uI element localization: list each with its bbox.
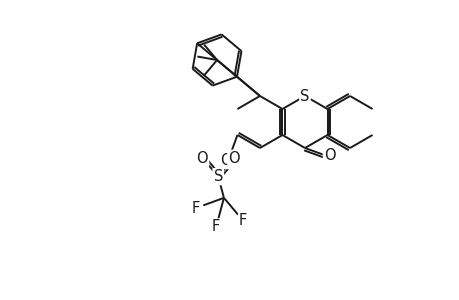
Text: O: O [196, 151, 208, 166]
Text: O: O [323, 148, 335, 163]
Text: O: O [228, 151, 240, 166]
Text: F: F [239, 213, 247, 228]
Text: S: S [300, 88, 309, 104]
Text: S: S [213, 169, 223, 184]
Text: F: F [212, 219, 220, 234]
Text: O: O [220, 153, 231, 168]
Text: F: F [191, 201, 199, 216]
